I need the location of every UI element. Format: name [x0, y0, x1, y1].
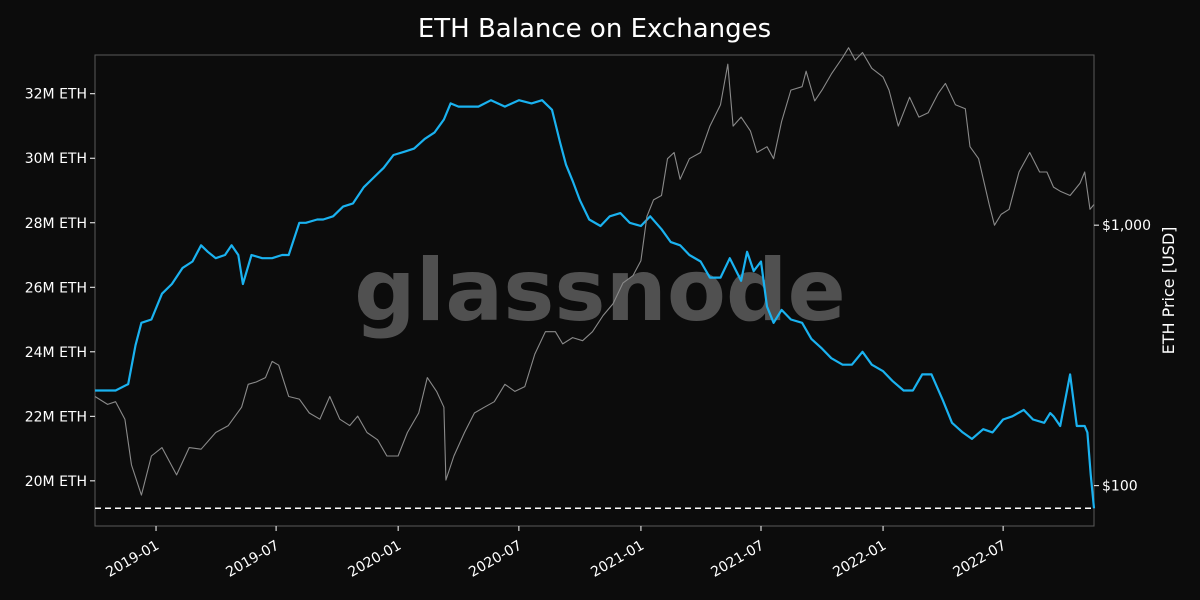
chart-title: ETH Balance on Exchanges [417, 14, 772, 44]
y-left-tick-label: 32M ETH [25, 87, 87, 103]
y-right-tick-label: $1,000 [1102, 218, 1151, 234]
y-left-tick-label: 24M ETH [25, 345, 87, 361]
y-right-axis-title: ETH Price [USD] [1159, 227, 1178, 355]
y-right-tick-label: $100 [1102, 479, 1138, 495]
frame-layer [94, 54, 1095, 527]
y-left-tick-label: 30M ETH [25, 151, 87, 167]
x-tick-label: 2019-07 [223, 538, 282, 581]
watermark-logo: glassnode [354, 241, 846, 341]
y-left-tick-label: 26M ETH [25, 280, 87, 296]
y-left-tick-label: 28M ETH [25, 216, 87, 232]
series-line-price [94, 47, 1095, 496]
x-tick-label: 2022-07 [950, 538, 1009, 581]
series-line-balance [95, 99, 1096, 509]
x-tick-label: 2022-01 [830, 538, 889, 581]
series-layer [94, 47, 1096, 510]
watermark-layer: glassnode [354, 241, 846, 341]
x-tick-label: 2021-01 [588, 538, 647, 581]
plot-frame [94, 54, 1095, 527]
y-left-tick-label: 22M ETH [25, 409, 87, 425]
x-tick-label: 2020-01 [345, 538, 404, 581]
y-left-tick-label: 20M ETH [25, 474, 87, 490]
x-tick-label: 2021-07 [708, 538, 767, 581]
x-tick-label: 2019-01 [103, 538, 162, 581]
x-tick-label: 2020-07 [466, 538, 525, 581]
